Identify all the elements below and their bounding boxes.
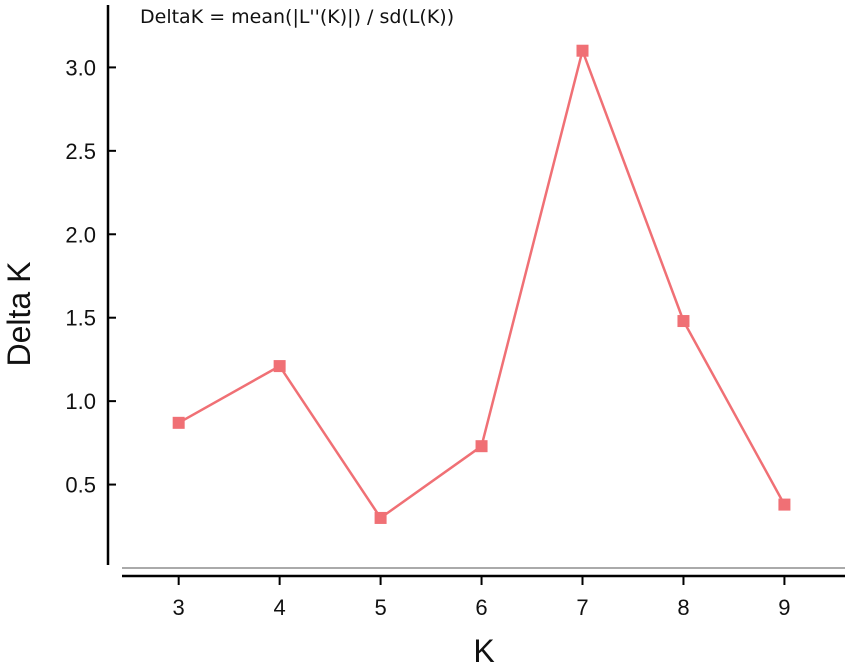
chart-formula-title: DeltaK = mean(|L''(K)|) / sd(L(K)) (140, 6, 454, 28)
x-tick-label: 5 (374, 595, 386, 620)
y-ticks: 0.5 1.0 1.5 2.0 2.5 3.0 (65, 55, 116, 498)
x-tick-label: 3 (173, 595, 185, 620)
x-axis (122, 567, 845, 578)
y-tick-label: 0.5 (65, 473, 96, 498)
data-point-k8 (677, 315, 690, 328)
data-point-k7 (576, 44, 589, 57)
y-tick-label: 3.0 (65, 55, 96, 80)
x-tick-label: 4 (274, 595, 286, 620)
x-ticks: 3 4 5 6 7 8 9 (173, 576, 791, 620)
data-point-k3 (172, 416, 185, 429)
data-point-k4 (273, 360, 286, 373)
y-axis-title: Delta K (1, 262, 37, 367)
y-tick-label: 2.0 (65, 222, 96, 247)
data-point-k6 (475, 440, 488, 453)
y-tick-label: 1.0 (65, 389, 96, 414)
y-tick-label: 2.5 (65, 139, 96, 164)
x-axis-title: K (473, 633, 494, 668)
x-tick-label: 6 (475, 595, 487, 620)
series-markers (172, 44, 791, 524)
x-tick-label: 8 (677, 595, 689, 620)
data-point-k9 (778, 498, 791, 511)
y-tick-label: 1.5 (65, 306, 96, 331)
x-tick-label: 9 (778, 595, 790, 620)
data-point-k5 (374, 511, 387, 524)
x-tick-label: 7 (576, 595, 588, 620)
